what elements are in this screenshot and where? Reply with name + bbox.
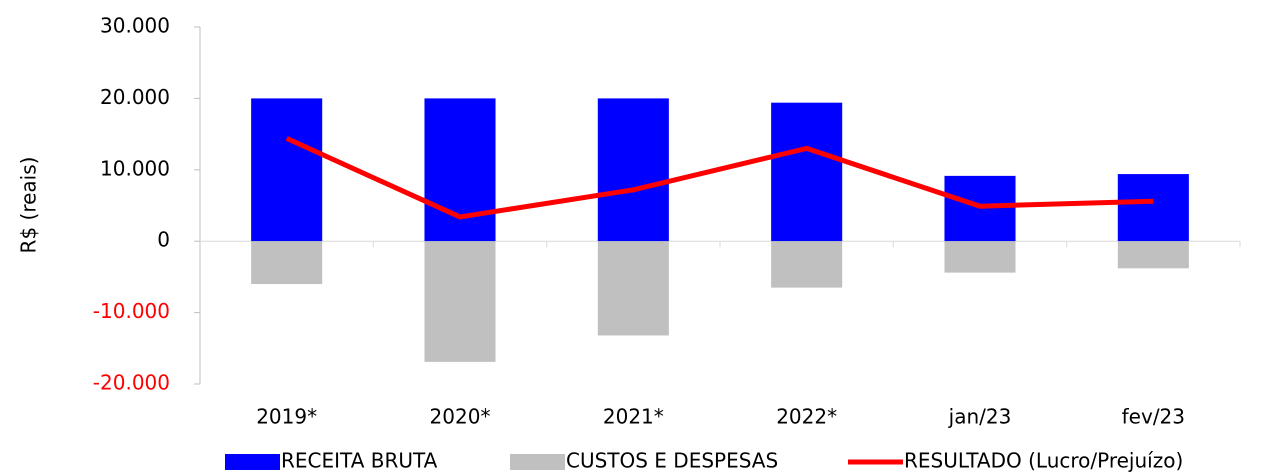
bar (597, 241, 669, 336)
bar (424, 98, 496, 242)
bar (251, 98, 323, 242)
x-tick-label: 2022* (776, 405, 837, 429)
y-tick-label: 0 (157, 228, 170, 252)
y-tick-label: -10.000 (93, 299, 170, 323)
x-tick-label: fev/23 (1122, 405, 1185, 429)
y-axis-label: R$ (reais) (17, 157, 41, 254)
bar (597, 98, 669, 242)
y-tick-label: 10.000 (100, 156, 170, 180)
y-tick-label: 30.000 (100, 14, 170, 38)
bar (424, 241, 496, 362)
bar (1117, 241, 1189, 269)
legend-swatch (510, 454, 565, 470)
bar (944, 241, 1016, 273)
y-tick-label: 20.000 (100, 85, 170, 109)
x-tick-label: 2020* (430, 405, 491, 429)
x-tick-label: 2021* (603, 405, 664, 429)
legend-label: CUSTOS E DESPESAS (566, 449, 778, 473)
bar (771, 102, 843, 242)
legend-label: RECEITA BRUTA (281, 449, 438, 473)
bar (771, 241, 843, 288)
y-tick-label: -20.000 (93, 371, 170, 395)
bar (251, 241, 323, 285)
x-tick-label: 2019* (256, 405, 317, 429)
x-tick-label: jan/23 (948, 405, 1012, 429)
result-line (285, 136, 1154, 220)
legend-swatch (225, 454, 280, 470)
bar (1117, 174, 1189, 242)
legend-label: RESULTADO (Lucro/Prejuízo) (904, 449, 1183, 473)
